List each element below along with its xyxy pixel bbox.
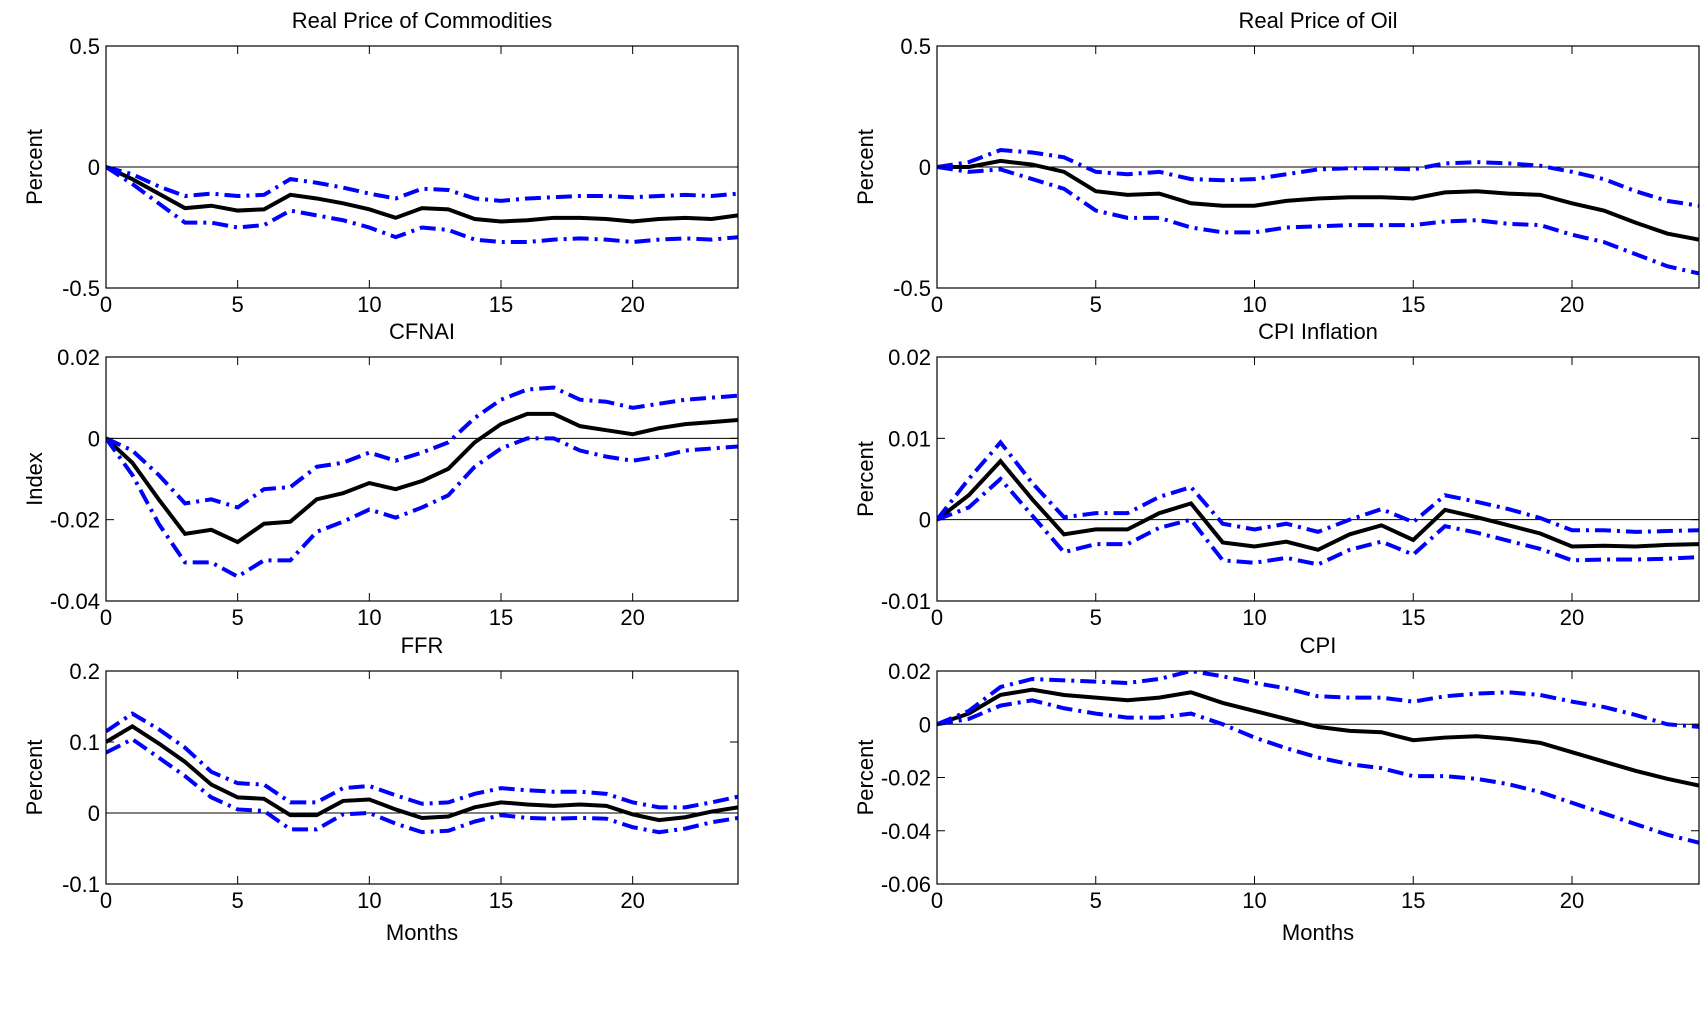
series-line-upper bbox=[106, 385, 738, 510]
axes-box bbox=[105, 670, 739, 885]
y-tick-label: 0.02 bbox=[888, 345, 931, 370]
y-tick-label: 0.2 bbox=[69, 659, 100, 684]
x-tick-label: 10 bbox=[1242, 888, 1266, 913]
series-line-lower bbox=[106, 736, 738, 835]
y-axis-label: Index bbox=[22, 452, 47, 506]
x-tick-label: 15 bbox=[1401, 292, 1425, 317]
y-tick-label: -0.5 bbox=[893, 276, 931, 301]
x-tick-label: 5 bbox=[1090, 605, 1102, 630]
y-axis-label: Percent bbox=[853, 740, 878, 816]
chart-title: CPI bbox=[1300, 633, 1337, 658]
y-tick-label: -0.06 bbox=[881, 872, 931, 897]
x-tick-label: 0 bbox=[100, 888, 112, 913]
y-tick-label: 0.02 bbox=[888, 659, 931, 684]
y-tick-label: 0 bbox=[88, 426, 100, 451]
x-tick-label: 20 bbox=[620, 292, 644, 317]
x-tick-label: 0 bbox=[100, 292, 112, 317]
series-line-upper bbox=[106, 711, 738, 810]
y-tick-label: -0.01 bbox=[881, 589, 931, 614]
y-axis-label: Percent bbox=[22, 740, 47, 816]
series-line-upper bbox=[937, 148, 1699, 208]
chart-title: CFNAI bbox=[389, 319, 455, 344]
x-tick-label: 20 bbox=[1560, 888, 1584, 913]
x-tick-label: 5 bbox=[232, 888, 244, 913]
y-axis-label: Percent bbox=[853, 129, 878, 205]
chart-title: FFR bbox=[401, 633, 444, 658]
y-axis-label: Percent bbox=[853, 441, 878, 517]
x-tick-label: 10 bbox=[357, 292, 381, 317]
x-tick-label: 0 bbox=[931, 605, 943, 630]
x-tick-label: 10 bbox=[1242, 605, 1266, 630]
series-line-lower bbox=[106, 436, 738, 579]
series-line-estimate bbox=[106, 411, 738, 545]
y-tick-label: 0.5 bbox=[69, 34, 100, 59]
x-tick-label: 20 bbox=[620, 605, 644, 630]
y-tick-label: -0.5 bbox=[62, 276, 100, 301]
x-tick-label: 5 bbox=[1090, 292, 1102, 317]
series-line-upper bbox=[106, 165, 738, 203]
y-tick-label: 0 bbox=[88, 155, 100, 180]
chart-title: CPI Inflation bbox=[1258, 319, 1378, 344]
x-tick-label: 20 bbox=[1560, 605, 1584, 630]
y-tick-label: 0 bbox=[88, 801, 100, 826]
x-axis-label: Months bbox=[386, 920, 458, 945]
chart-panel-6: CPI 0 5 10 15 20 -0.06 -0.04 -0.02 0 0.02 Percent Mo… bbox=[853, 633, 1700, 945]
y-tick-label: -0.02 bbox=[881, 766, 931, 791]
series-line-estimate bbox=[937, 158, 1699, 242]
series-line-estimate bbox=[106, 165, 738, 224]
series-line-lower bbox=[106, 165, 738, 245]
series-line-upper bbox=[937, 439, 1699, 534]
y-tick-label: 0 bbox=[919, 155, 931, 180]
y-tick-label: 0 bbox=[919, 508, 931, 533]
x-tick-label: 5 bbox=[232, 292, 244, 317]
x-tick-label: 10 bbox=[1242, 292, 1266, 317]
axes-box bbox=[105, 356, 739, 602]
chart-title: Real Price of Commodities bbox=[292, 8, 552, 33]
x-axis-label: Months bbox=[1282, 920, 1354, 945]
series-line-estimate bbox=[937, 458, 1699, 552]
y-tick-label: 0.5 bbox=[900, 34, 931, 59]
y-axis-label: Percent bbox=[22, 129, 47, 205]
x-tick-label: 5 bbox=[232, 605, 244, 630]
series-line-lower bbox=[937, 698, 1699, 845]
chart-panel-3: CFNAI 0 5 10 15 20 -0.04 -0.02 0 0.02 Index bbox=[22, 319, 739, 630]
x-tick-label: 15 bbox=[1401, 605, 1425, 630]
x-tick-label: 15 bbox=[489, 292, 513, 317]
y-tick-label: 0.02 bbox=[57, 345, 100, 370]
y-tick-label: -0.02 bbox=[50, 508, 100, 533]
y-tick-label: 0 bbox=[919, 712, 931, 737]
x-tick-label: 20 bbox=[1560, 292, 1584, 317]
y-tick-label: -0.04 bbox=[881, 819, 931, 844]
series-line-lower bbox=[937, 165, 1699, 276]
series-line-upper bbox=[937, 671, 1699, 729]
x-tick-label: 0 bbox=[931, 292, 943, 317]
x-tick-label: 5 bbox=[1090, 888, 1102, 913]
y-tick-label: -0.1 bbox=[62, 872, 100, 897]
y-tick-label: 0.01 bbox=[888, 426, 931, 451]
x-tick-label: 15 bbox=[489, 888, 513, 913]
series-line-estimate bbox=[106, 724, 738, 823]
chart-title: Real Price of Oil bbox=[1239, 8, 1398, 33]
x-tick-label: 10 bbox=[357, 605, 381, 630]
x-tick-label: 0 bbox=[931, 888, 943, 913]
x-tick-label: 20 bbox=[620, 888, 644, 913]
axes-box bbox=[936, 356, 1700, 602]
y-tick-label: 0.1 bbox=[69, 730, 100, 755]
x-tick-label: 15 bbox=[489, 605, 513, 630]
series-line-estimate bbox=[937, 687, 1699, 788]
x-tick-label: 15 bbox=[1401, 888, 1425, 913]
x-tick-label: 0 bbox=[100, 605, 112, 630]
x-tick-label: 10 bbox=[357, 888, 381, 913]
y-tick-label: -0.04 bbox=[50, 589, 100, 614]
